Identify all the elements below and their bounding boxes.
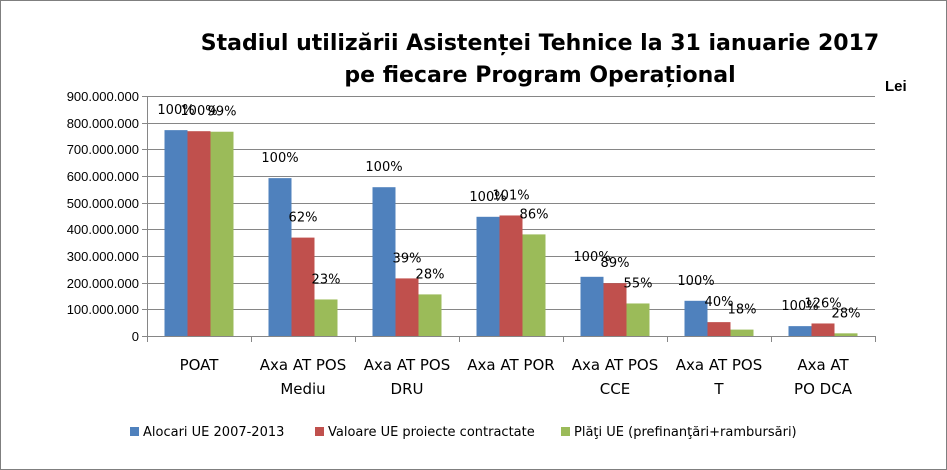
legend-swatch bbox=[315, 427, 324, 436]
x-category-label: CCE bbox=[600, 380, 630, 398]
bar bbox=[499, 215, 523, 336]
data-label: 39% bbox=[393, 251, 422, 266]
x-category-label: T bbox=[713, 380, 724, 398]
bar bbox=[580, 276, 604, 336]
x-category-label: Mediu bbox=[280, 380, 325, 398]
legend-label: Plăţi UE (prefinanţări+rambursări) bbox=[574, 425, 797, 440]
bar bbox=[626, 303, 650, 336]
bar bbox=[291, 237, 315, 336]
x-category-label: Axa AT POS bbox=[364, 356, 451, 374]
data-label: 100% bbox=[261, 151, 298, 166]
x-category-label: Axa AT POS bbox=[260, 356, 347, 374]
bar bbox=[164, 130, 188, 336]
legend-label: Alocari UE 2007-2013 bbox=[143, 425, 284, 440]
y-tick-label: 800.000.000 bbox=[67, 116, 139, 131]
data-label: 28% bbox=[416, 267, 445, 282]
y-tick-label: 0 bbox=[132, 329, 139, 344]
x-category-label: DRU bbox=[391, 380, 424, 398]
axes: 0 100.000.000 200.000.000 300.000.000 400.00… bbox=[67, 89, 876, 344]
bar bbox=[372, 187, 396, 336]
bar bbox=[395, 278, 419, 336]
data-label: 18% bbox=[728, 303, 757, 318]
bar bbox=[707, 322, 731, 336]
bar bbox=[187, 131, 211, 336]
x-category-label: Axa AT bbox=[797, 356, 849, 374]
y-tick-label: 600.000.000 bbox=[67, 169, 139, 184]
bar bbox=[788, 326, 812, 336]
y-tick-label: 500.000.000 bbox=[67, 196, 139, 211]
y-tick-label: 300.000.000 bbox=[67, 249, 139, 264]
bar bbox=[210, 131, 234, 336]
x-category-label: PO DCA bbox=[794, 380, 853, 398]
data-label: 100% bbox=[365, 160, 402, 175]
bar bbox=[268, 178, 292, 336]
bar bbox=[684, 300, 708, 336]
data-label: 28% bbox=[832, 306, 861, 321]
legend: Alocari UE 2007-2013 Valoare UE proiecte … bbox=[130, 425, 797, 440]
bars bbox=[164, 130, 858, 336]
legend-swatch bbox=[561, 427, 570, 436]
data-label: 100% bbox=[573, 250, 610, 265]
chart-title: Stadiul utilizării Asistenței Tehnice la… bbox=[180, 28, 900, 92]
data-label: 100% bbox=[469, 190, 506, 205]
bar bbox=[314, 299, 338, 336]
x-category-label: Axa AT POS bbox=[676, 356, 763, 374]
legend-label: Valoare UE proiecte contractate bbox=[328, 425, 535, 440]
data-labels: 100%100%99%100%62%23%100%39%28%100%101%8… bbox=[157, 103, 860, 321]
unit-label: Lei bbox=[885, 78, 907, 95]
bar bbox=[418, 294, 442, 336]
y-tick-label: 100.000.000 bbox=[67, 302, 139, 317]
y-tick-label: 900.000.000 bbox=[67, 89, 139, 104]
data-label: 100% bbox=[677, 274, 714, 289]
bar bbox=[603, 283, 627, 336]
data-label: 86% bbox=[520, 207, 549, 222]
chart-title-line-1: Stadiul utilizării Asistenței Tehnice la… bbox=[200, 31, 880, 56]
y-tick-label: 700.000.000 bbox=[67, 142, 139, 157]
data-label: 89% bbox=[601, 256, 630, 271]
data-label: 55% bbox=[624, 276, 653, 291]
data-label: 40% bbox=[705, 295, 734, 310]
y-tick-label: 400.000.000 bbox=[67, 222, 139, 237]
legend-swatch bbox=[130, 427, 139, 436]
bar bbox=[476, 216, 500, 336]
data-label: 62% bbox=[289, 211, 318, 226]
data-label: 100% bbox=[157, 103, 194, 118]
x-category-label: Axa AT POR bbox=[467, 356, 554, 374]
x-category-label: Axa AT POS bbox=[572, 356, 659, 374]
data-label: 99% bbox=[208, 105, 237, 120]
bar bbox=[811, 323, 835, 336]
data-label: 100% bbox=[180, 104, 217, 119]
chart-title-line-2: pe fiecare Program Operațional bbox=[344, 63, 736, 88]
data-label: 23% bbox=[312, 272, 341, 287]
bar bbox=[834, 333, 858, 336]
bar bbox=[730, 329, 754, 336]
category-labels: POAT Axa AT POS Mediu Axa AT POS DRU Axa AT P… bbox=[180, 356, 853, 398]
bar bbox=[522, 234, 546, 336]
data-label: 126% bbox=[804, 296, 841, 311]
y-tick-label: 200.000.000 bbox=[67, 276, 139, 291]
data-label: 100% bbox=[781, 299, 818, 314]
x-category-label: POAT bbox=[180, 356, 220, 374]
data-label: 101% bbox=[492, 188, 529, 203]
